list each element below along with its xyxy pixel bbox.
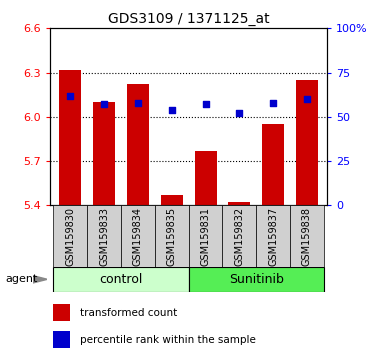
Bar xyxy=(127,84,149,205)
Text: control: control xyxy=(99,273,143,286)
Text: GSM159838: GSM159838 xyxy=(302,207,312,266)
Text: Sunitinib: Sunitinib xyxy=(229,273,284,286)
Text: GSM159834: GSM159834 xyxy=(133,207,143,266)
Bar xyxy=(59,70,81,205)
Text: transformed count: transformed count xyxy=(79,308,177,318)
Bar xyxy=(189,205,223,267)
Bar xyxy=(53,304,70,321)
Text: GSM159830: GSM159830 xyxy=(65,207,75,266)
Text: agent: agent xyxy=(6,274,38,284)
Point xyxy=(304,96,310,102)
Bar xyxy=(155,205,189,267)
Bar xyxy=(87,205,121,267)
Bar xyxy=(290,205,324,267)
Bar xyxy=(53,331,70,348)
Text: GSM159837: GSM159837 xyxy=(268,207,278,266)
Bar xyxy=(223,205,256,267)
Bar xyxy=(54,205,87,267)
Polygon shape xyxy=(33,275,47,283)
Title: GDS3109 / 1371125_at: GDS3109 / 1371125_at xyxy=(108,12,270,26)
Bar xyxy=(262,124,284,205)
Text: GSM159833: GSM159833 xyxy=(99,207,109,266)
Point xyxy=(101,102,107,107)
Bar xyxy=(228,202,250,205)
Bar xyxy=(54,267,189,292)
Bar xyxy=(256,205,290,267)
Text: GSM159832: GSM159832 xyxy=(234,207,244,266)
Text: percentile rank within the sample: percentile rank within the sample xyxy=(79,335,255,345)
Bar xyxy=(189,267,324,292)
Point xyxy=(169,107,175,113)
Bar xyxy=(93,102,115,205)
Bar xyxy=(296,80,318,205)
Point xyxy=(203,102,209,107)
Point xyxy=(135,100,141,105)
Bar xyxy=(194,151,216,205)
Bar xyxy=(161,195,183,205)
Text: GSM159835: GSM159835 xyxy=(167,207,177,266)
Point xyxy=(236,110,243,116)
Point xyxy=(67,93,74,98)
Point xyxy=(270,100,276,105)
Text: GSM159831: GSM159831 xyxy=(201,207,211,266)
Bar xyxy=(121,205,155,267)
